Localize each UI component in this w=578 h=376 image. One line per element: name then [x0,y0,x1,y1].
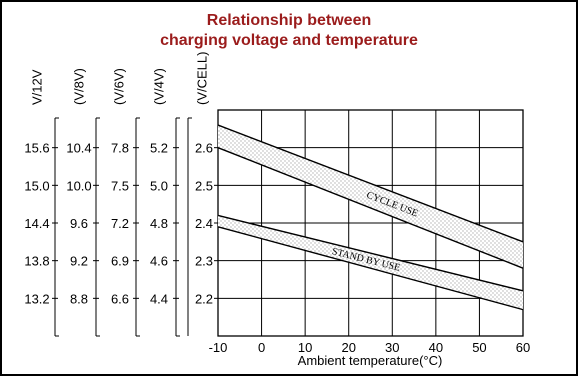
scale-tick-label: 2.2 [195,291,213,306]
scale-tick-label: 2.4 [195,216,213,231]
chart-title-line-1: Relationship between [207,12,371,29]
scale-tick-label: 6.9 [111,254,129,269]
band-lower-line [217,226,524,311]
standby-use-band [218,215,523,310]
band-upper-line [217,214,524,292]
x-axis-label: Ambient temperature(°C) [298,353,443,368]
voltage-scales: V/12V 15.6 15.0 14.4 13.8 13.2 (V/8V) 10.4 10.0 9… [24,52,218,337]
x-tick-label: 60 [516,340,530,355]
scale-tick-label: 4.6 [150,254,168,269]
band-upper-line [217,124,524,243]
scale-tick-label: 5.2 [150,141,168,156]
scale-header: V/12V [29,69,44,105]
scale-tick-label: 9.2 [70,254,88,269]
scale-tick-label: 2.5 [195,178,213,193]
scale-tick-label: 5.0 [150,178,168,193]
x-axis-ticks: -10 0 10 20 30 40 50 60 [209,340,531,355]
x-tick-label: 0 [258,340,265,355]
x-tick-label: 40 [429,340,443,355]
scale-tick-label: 7.5 [111,178,129,193]
scale-tick-label: 13.2 [24,291,49,306]
scale-tick-label: 2.3 [195,254,213,269]
scale-tick-label: 2.6 [195,141,213,156]
x-tick-label: -10 [209,340,228,355]
scale-tick-label: 13.8 [24,254,49,269]
scale-tick-label: 7.2 [111,216,129,231]
scale-header: (V/4V) [151,68,166,105]
scale-tick-label: 7.8 [111,141,129,156]
cycle-use-band [218,125,523,269]
scale-tick-label: 10.4 [66,141,91,156]
scale-tick-label: 10.0 [66,178,91,193]
scale-header: (V/CELL) [194,52,209,105]
scale-tick-label: 14.4 [24,216,49,231]
chart-title-line-2: charging voltage and temperature [160,32,418,49]
scale-tick-label: 4.4 [150,291,168,306]
x-tick-label: 30 [385,340,399,355]
scale-tick-label: 6.6 [111,291,129,306]
scale-tick-label: 15.6 [24,141,49,156]
scale-tick-label: 4.8 [150,216,168,231]
scale-header: (V/8V) [71,68,86,105]
x-tick-label: 20 [341,340,355,355]
scale-tick-label: 9.6 [70,216,88,231]
band-lower-line [217,147,524,269]
x-tick-label: 50 [472,340,486,355]
scale-tick-label: 15.0 [24,178,49,193]
x-tick-label: 10 [298,340,312,355]
scale-tick-label: 8.8 [70,291,88,306]
scale-header: (V/6V) [111,68,126,105]
